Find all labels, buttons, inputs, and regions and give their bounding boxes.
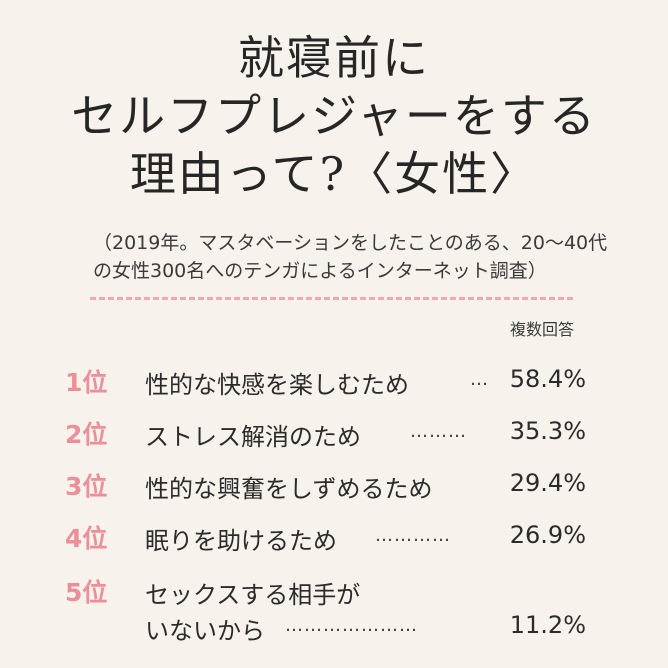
reason-label-line-2: いないから	[145, 617, 265, 645]
survey-note-line-1: （2019年。マスタベーションをしたことのある、20〜40代	[93, 232, 608, 254]
rank-label: 2位	[65, 420, 108, 449]
leader-dots: ………	[410, 421, 467, 442]
ranking-row-1: 1位 性的な快感を楽しむため … 58.4%	[0, 363, 668, 403]
ranking-row-4: 4位 眠りを助けるため ………… 26.9%	[0, 519, 668, 559]
rank-label: 4位	[65, 524, 108, 553]
leader-dots: …………	[375, 525, 451, 546]
reason-label-line-1: セックスする相手が	[145, 581, 361, 609]
ranking-row-3: 3位 性的な興奮をしずめるため 29.4%	[0, 467, 668, 507]
leader-dots: …………………	[285, 615, 418, 636]
reason-label: 性的な興奮をしずめるため	[145, 475, 433, 503]
ranking-row-2: 2位 ストレス解消のため ……… 35.3%	[0, 415, 668, 455]
reason-label: ストレス解消のため	[145, 423, 361, 451]
percent-value: 11.2%	[509, 611, 586, 639]
dashed-divider	[90, 297, 573, 300]
title-line-1: 就寝前に	[238, 31, 430, 85]
percent-value: 58.4%	[509, 365, 586, 393]
reason-label: 性的な快感を楽しむため	[145, 371, 409, 399]
rank-label: 3位	[65, 472, 108, 501]
title-line-2: セルフプレジャーをする	[71, 89, 597, 143]
percent-value: 29.4%	[509, 469, 586, 497]
percent-value: 26.9%	[509, 521, 586, 549]
ranking-row-5: 5位 セックスする相手が いないから ………………… 11.2%	[0, 573, 668, 653]
rank-label: 1位	[65, 368, 108, 397]
percent-value: 35.3%	[509, 417, 586, 445]
multiple-answers-note: 複数回答	[509, 320, 574, 339]
survey-note-line-2: の女性300名へのテンガによるインターネット調査）	[93, 260, 547, 282]
title-line-3: 理由って?〈女性〉	[129, 147, 539, 201]
rank-label: 5位	[65, 578, 108, 607]
reason-label: 眠りを助けるため	[145, 527, 337, 555]
leader-dots: …	[470, 369, 489, 390]
